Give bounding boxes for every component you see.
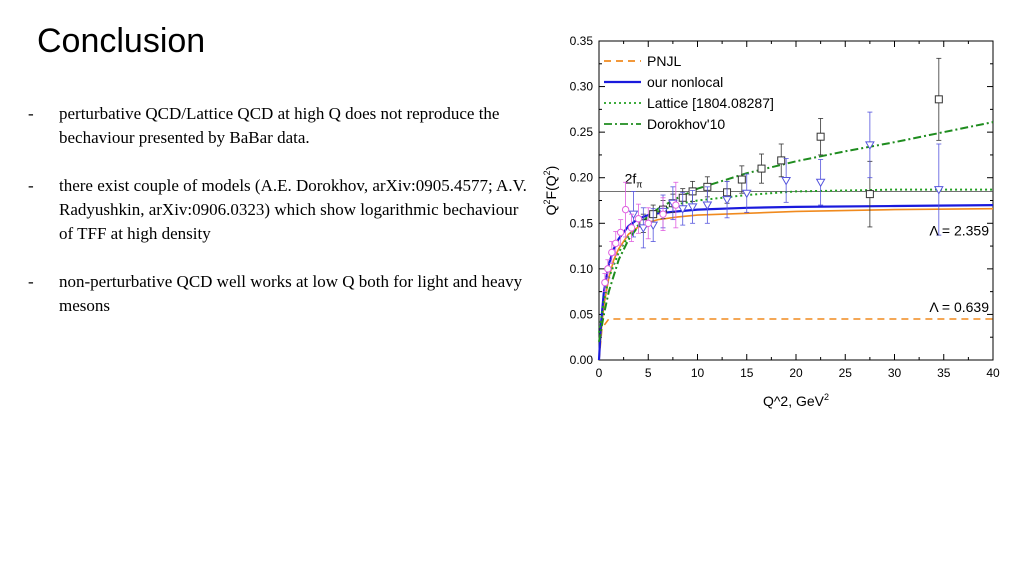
bullet-item: - perturbative QCD/Lattice QCD at high Q…: [28, 102, 528, 150]
slide-title: Conclusion: [37, 22, 206, 60]
data-point-square: [865, 190, 874, 199]
bullet-item: - there exist couple of models (A.E. Dor…: [28, 174, 528, 246]
data-point-triangle: [933, 186, 944, 195]
y-tick-label: 0.15: [570, 216, 594, 230]
lambda-annotation: Λ = 0.639: [929, 299, 989, 315]
data-point-circle: [634, 215, 643, 223]
chart-axes: 0.00 0.05 0.10 0.15 0.20 0.25 0.30 0.35 0 5 10 15 20…: [570, 34, 1000, 380]
data-point-circle: [601, 278, 609, 287]
data-point-triangle: [741, 189, 752, 199]
legend-label: Lattice [1804.08287]: [647, 95, 774, 111]
data-point-square: [737, 175, 746, 184]
bullet-dash: -: [28, 176, 34, 195]
y-tick-label: 0.00: [570, 353, 594, 367]
legend-label: Dorokhov'10: [647, 116, 725, 132]
data-point-square: [777, 156, 786, 165]
y-axis-label-part: Q: [543, 204, 559, 215]
data-point-circle: [644, 219, 652, 227]
x-axis-label-main: Q^2, GeV: [763, 393, 825, 409]
bullet-dash: -: [28, 272, 34, 291]
chart-legend: PNJL our nonlocal Lattice [1804.08287] Doro…: [604, 53, 774, 132]
data-point-circle: [608, 248, 616, 257]
data-point-circle: [627, 224, 636, 232]
bullet-dash: -: [28, 104, 34, 123]
x-tick-label: 0: [596, 366, 603, 380]
data-point-triangle: [638, 224, 649, 233]
bullet-item: - non-perturbative QCD well works at low…: [28, 270, 528, 318]
data-point-circle: [659, 210, 667, 218]
legend-label: our nonlocal: [647, 74, 723, 90]
reference-line-label-main: 2f: [625, 170, 637, 186]
data-point-circle: [604, 265, 612, 273]
data-point-circle: [616, 228, 625, 237]
x-tick-label: 30: [888, 366, 902, 380]
data-point-square: [816, 132, 825, 141]
chart-curves: [597, 121, 994, 361]
data-point-square: [934, 95, 943, 104]
x-tick-label: 10: [691, 366, 705, 380]
reference-line-label: 2fπ: [625, 170, 643, 189]
y-tick-label: 0.05: [570, 307, 594, 321]
y-tick-label: 0.30: [570, 80, 594, 94]
bullet-text: there exist couple of models (A.E. Dorok…: [59, 176, 527, 243]
y-axis-label: Q2F(Q2): [542, 166, 559, 216]
reference-line-group: 2fπ: [599, 170, 993, 192]
chart-data-points: [601, 57, 944, 293]
x-axis-label: Q^2, GeV2: [763, 392, 829, 409]
data-point-triangle: [687, 203, 698, 212]
lambda-annotation: Λ = 2.359: [929, 223, 989, 239]
series-line: [598, 318, 993, 361]
data-point-triangle: [702, 201, 713, 211]
tff-chart: 0.00 0.05 0.10 0.15 0.20 0.25 0.30 0.35 0 5 10 15 20…: [542, 34, 1000, 409]
data-point-square: [757, 164, 766, 173]
data-point-triangle: [781, 176, 792, 186]
data-point-triangle: [722, 196, 732, 205]
x-tick-label: 35: [937, 366, 951, 380]
y-axis-label-part: 2: [542, 199, 552, 204]
data-point-circle: [612, 239, 620, 248]
data-point-triangle: [677, 205, 688, 214]
y-tick-label: 0.20: [570, 171, 594, 185]
data-point-triangle: [865, 141, 875, 150]
y-tick-label: 0.35: [570, 34, 594, 48]
x-tick-label: 20: [789, 366, 803, 380]
x-tick-label: 15: [740, 366, 754, 380]
y-axis-label-part: F(Q: [543, 175, 559, 199]
reference-line-label-sub: π: [636, 179, 642, 189]
y-tick-label: 0.10: [570, 262, 594, 276]
legend-label: PNJL: [647, 53, 681, 69]
y-axis-label-part: ): [543, 166, 559, 171]
data-point-triangle: [815, 178, 826, 188]
bullet-list: - perturbative QCD/Lattice QCD at high Q…: [28, 102, 528, 342]
x-axis-label-sup: 2: [824, 392, 829, 402]
x-tick-label: 40: [986, 366, 1000, 380]
data-point-circle: [672, 201, 680, 209]
y-tick-label: 0.25: [570, 125, 594, 139]
bullet-text: perturbative QCD/Lattice QCD at high Q d…: [59, 104, 500, 147]
y-axis-label-part: 2: [542, 170, 552, 175]
x-tick-label: 25: [839, 366, 853, 380]
data-point-circle: [621, 205, 630, 214]
x-tick-label: 5: [645, 366, 652, 380]
bullet-text: non-perturbative QCD well works at low Q…: [59, 272, 523, 315]
